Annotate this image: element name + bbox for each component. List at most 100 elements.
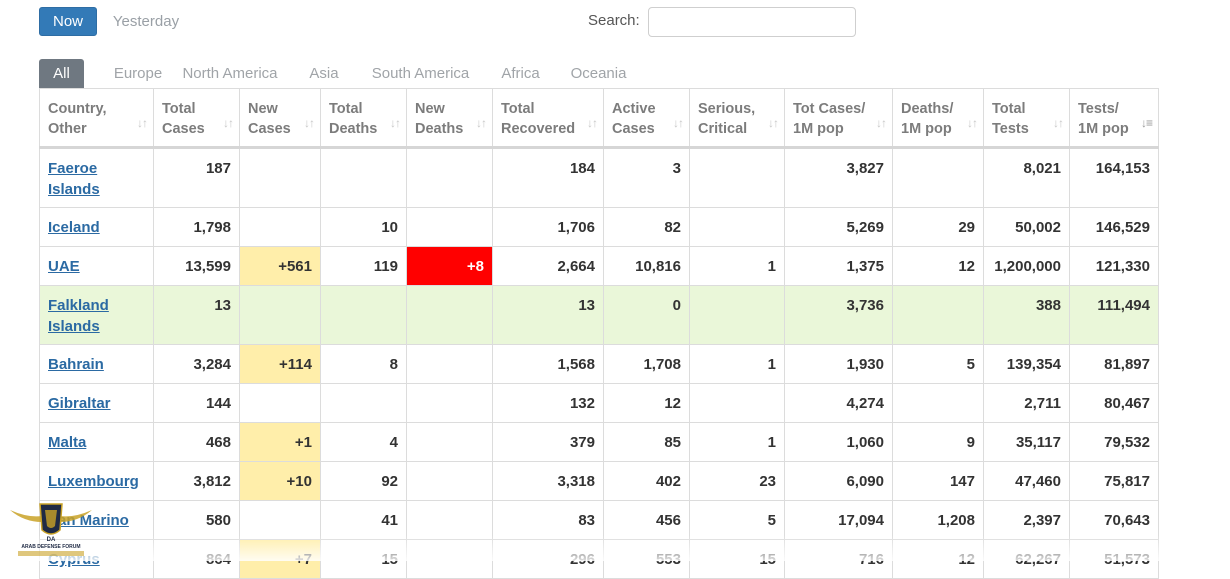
- sort-icon[interactable]: ↓↑: [390, 116, 401, 130]
- column-header[interactable]: New Cases ↓↑: [239, 88, 321, 149]
- column-header-line2: Critical: [698, 121, 748, 137]
- total-deaths-cell: 92: [320, 461, 407, 501]
- sort-icon[interactable]: ↓↑: [673, 116, 684, 130]
- column-header[interactable]: New Deaths ↓↑: [406, 88, 493, 149]
- tot-cases-per-1m-cell: 1,375: [784, 246, 893, 286]
- now-button[interactable]: Now: [39, 7, 97, 36]
- column-header-line2: 1M pop: [793, 121, 844, 137]
- country-link[interactable]: Cyprus: [48, 551, 100, 568]
- country-link[interactable]: San Marino: [48, 512, 129, 529]
- total-deaths-cell: 41: [320, 500, 407, 540]
- deaths-per-1m-cell: [892, 383, 984, 423]
- country-cell: Gibraltar: [39, 383, 154, 423]
- deaths-per-1m-cell: 12: [892, 539, 984, 579]
- country-link[interactable]: Luxembourg: [48, 473, 139, 490]
- serious-critical-cell: 1: [689, 246, 785, 286]
- country-link[interactable]: Falkland Islands: [48, 297, 109, 335]
- total-cases-cell: 3,284: [153, 344, 240, 384]
- country-link[interactable]: Iceland: [48, 219, 100, 236]
- tests-per-1m-cell: 79,532: [1069, 422, 1159, 462]
- column-header[interactable]: Total Tests ↓↑: [983, 88, 1070, 149]
- column-header[interactable]: Deaths/1M pop ↓↑: [892, 88, 984, 149]
- country-link[interactable]: UAE: [48, 258, 80, 275]
- table-row: Malta 468 +1 4 379 85 1 1,060 9 35,117 79,532: [39, 422, 1159, 462]
- sort-icon[interactable]: ↓↑: [587, 116, 598, 130]
- column-header[interactable]: Tests/1M pop ↓≡: [1069, 88, 1159, 149]
- sort-icon[interactable]: ↓↑: [304, 116, 315, 130]
- total-cases-cell: 864: [153, 539, 240, 579]
- new-deaths-cell: [406, 344, 493, 384]
- tab-oceania[interactable]: Oceania: [570, 65, 627, 82]
- country-link[interactable]: Malta: [48, 434, 87, 451]
- new-cases-cell: +114: [239, 344, 321, 384]
- table-row: Faeroe Islands 187 184 3 3,827 8,021 164,153: [39, 147, 1159, 208]
- column-header[interactable]: Tot Cases/1M pop ↓↑: [784, 88, 893, 149]
- country-link[interactable]: Faeroe Islands: [48, 160, 100, 198]
- total-recovered-cell: 379: [492, 422, 604, 462]
- total-deaths-cell: 8: [320, 344, 407, 384]
- column-header-line1: Total: [501, 101, 535, 117]
- new-cases-cell: +7: [239, 539, 321, 579]
- yesterday-button[interactable]: Yesterday: [100, 7, 192, 36]
- country-cell: Bahrain: [39, 344, 154, 384]
- total-cases-cell: 3,812: [153, 461, 240, 501]
- column-header[interactable]: Country, Other ↓↑: [39, 88, 154, 149]
- total-cases-cell: 13,599: [153, 246, 240, 286]
- active-cases-cell: 456: [603, 500, 690, 540]
- sort-icon[interactable]: ↓↑: [476, 116, 487, 130]
- tab-africa[interactable]: Africa: [501, 65, 540, 82]
- total-deaths-cell: 119: [320, 246, 407, 286]
- sort-icon[interactable]: ↓↑: [768, 116, 779, 130]
- total-tests-cell: 47,460: [983, 461, 1070, 501]
- tab-north-america[interactable]: North America: [182, 65, 278, 82]
- column-header-line1: Tot Cases/: [793, 101, 866, 117]
- total-tests-cell: 62,267: [983, 539, 1070, 579]
- column-header-line2: 1M pop: [901, 121, 952, 137]
- total-deaths-cell: 10: [320, 207, 407, 247]
- new-deaths-cell: [406, 383, 493, 423]
- column-header-line2: Cases: [612, 121, 655, 137]
- tab-south-america[interactable]: South America: [371, 65, 470, 82]
- column-header[interactable]: Total Cases ↓↑: [153, 88, 240, 149]
- search-input[interactable]: [648, 7, 856, 37]
- deaths-per-1m-cell: 5: [892, 344, 984, 384]
- column-header[interactable]: Serious, Critical ↓↑: [689, 88, 785, 149]
- tests-per-1m-cell: 111,494: [1069, 285, 1159, 345]
- table-row: Luxembourg 3,812 +10 92 3,318 402 23 6,090 147 47…: [39, 461, 1159, 501]
- column-header-line1: Country,: [48, 101, 107, 117]
- country-cell: Iceland: [39, 207, 154, 247]
- country-link[interactable]: Bahrain: [48, 356, 104, 373]
- tab-europe[interactable]: Europe: [113, 65, 163, 82]
- tests-per-1m-cell: 80,467: [1069, 383, 1159, 423]
- column-header[interactable]: Total Deaths ↓↑: [320, 88, 407, 149]
- column-header-line1: Tests/: [1078, 101, 1119, 117]
- tab-asia[interactable]: Asia: [309, 65, 339, 82]
- new-cases-cell: [239, 285, 321, 345]
- new-cases-cell: [239, 147, 321, 208]
- country-cell: Cyprus: [39, 539, 154, 579]
- total-recovered-cell: 1,706: [492, 207, 604, 247]
- sort-icon[interactable]: ↓↑: [137, 116, 148, 130]
- total-deaths-cell: 15: [320, 539, 407, 579]
- column-header-line1: New: [415, 101, 445, 117]
- country-cell: Luxembourg: [39, 461, 154, 501]
- sort-desc-icon[interactable]: ↓≡: [1140, 116, 1153, 130]
- sort-icon[interactable]: ↓↑: [223, 116, 234, 130]
- tests-per-1m-cell: 70,643: [1069, 500, 1159, 540]
- new-deaths-cell: [406, 539, 493, 579]
- column-header-line1: Total: [992, 101, 1026, 117]
- deaths-per-1m-cell: 12: [892, 246, 984, 286]
- column-header-line2: Deaths: [329, 121, 378, 137]
- tab-all[interactable]: All: [39, 59, 84, 88]
- sort-icon[interactable]: ↓↑: [967, 116, 978, 130]
- deaths-per-1m-cell: 1,208: [892, 500, 984, 540]
- table-row: Gibraltar 144 132 12 4,274 2,711 80,467: [39, 383, 1159, 423]
- sort-icon[interactable]: ↓↑: [1053, 116, 1064, 130]
- column-header[interactable]: Active Cases ↓↑: [603, 88, 690, 149]
- column-header-line1: New: [248, 101, 278, 117]
- sort-icon[interactable]: ↓↑: [876, 116, 887, 130]
- new-cases-cell: +10: [239, 461, 321, 501]
- country-link[interactable]: Gibraltar: [48, 395, 111, 412]
- column-header[interactable]: Total Recovered ↓↑: [492, 88, 604, 149]
- deaths-per-1m-cell: [892, 147, 984, 208]
